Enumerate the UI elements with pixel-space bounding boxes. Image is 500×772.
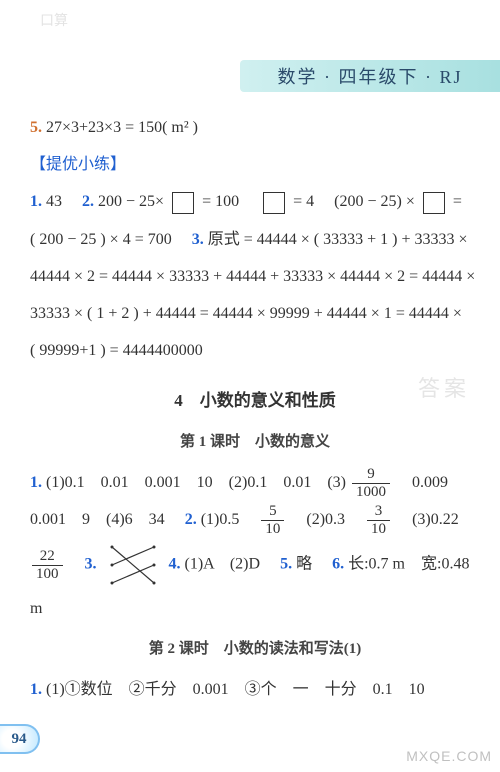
box-icon (172, 192, 194, 214)
tip-row-5: ( 99999+1 ) = 4444400000 (30, 333, 480, 368)
frac-den: 10 (261, 521, 284, 538)
lesson1-row1: 1. (1)0.1 0.01 0.001 10 (2)0.1 0.01 (3) … (30, 465, 480, 500)
frac-num: 5 (261, 503, 284, 521)
ghost-text: 口算 (40, 10, 68, 30)
tip-t2b: = 100 (202, 193, 239, 210)
frac-num: 22 (32, 548, 63, 566)
fraction: 22 100 (32, 548, 63, 582)
q5-text: 27×3+23×3 = 150( m² ) (46, 119, 198, 136)
l1r2-p4: (3)0.22 (412, 511, 459, 528)
frac-den: 1000 (352, 484, 390, 501)
page-number: 94 (0, 724, 40, 754)
tip-row-2: ( 200 − 25 ) × 4 = 700 3. 原式 = 44444 × (… (30, 222, 480, 257)
lesson-1-title: 第 1 课时 小数的意义 (30, 426, 480, 459)
tip-n3: 3. (192, 231, 204, 248)
frac-den: 10 (367, 521, 390, 538)
watermark-url: MXQE.COM (406, 748, 492, 764)
frac-den: 100 (32, 566, 63, 583)
l2-n1: 1. (30, 681, 42, 698)
tip-line2: ( 200 − 25 ) × 4 = 700 (30, 231, 172, 248)
tip-t2c: = 4 (293, 193, 314, 210)
l1r3-n3: 3. (85, 556, 97, 573)
l1r2-p1: 0.001 9 (4)6 34 (30, 511, 165, 528)
section-4-title: 4 小数的意义和性质 (30, 382, 480, 419)
l1r3-p5: 略 (296, 556, 312, 573)
lesson1-row3: 22 100 3. 4. (1)A (2)D 5. 略 6. 长:0.7 m 宽… (30, 539, 480, 626)
lesson2-row1: 1. (1)①数位 ②千分 0.001 ③个 一 十分 0.1 10 (30, 672, 480, 707)
subject-header: 数学 · 四年级下 · RJ (240, 60, 500, 92)
tip-n2: 2. (82, 193, 94, 210)
watermark-cn: 答案 (418, 371, 470, 403)
matching-lines-icon (107, 539, 159, 591)
fraction: 3 10 (367, 503, 390, 537)
q5-number: 5. (30, 119, 42, 136)
l1-v1: 0.009 (412, 474, 448, 491)
lesson1-row2: 0.001 9 (4)6 34 2. (1)0.5 5 10 (2)0.3 3 … (30, 502, 480, 537)
l1-p1: (1)0.1 0.01 0.001 10 (2)0.1 0.01 (3) (46, 474, 346, 491)
box-icon (423, 192, 445, 214)
frac-num: 3 (367, 503, 390, 521)
tip-section-header: 【提优小练】 (30, 147, 480, 182)
question-5: 5. 27×3+23×3 = 150( m² ) (30, 110, 480, 145)
tip-t2e: = (453, 193, 462, 210)
l2-text: (1)①数位 ②千分 0.001 ③个 一 十分 0.1 10 (46, 681, 425, 698)
tip-t2a: 200 − 25× (98, 193, 164, 210)
tip-row-1: 1. 43 2. 200 − 25× = 100 = 4 (200 − 25) … (30, 184, 480, 219)
l1r2-n2: 2. (185, 511, 197, 528)
fraction: 9 1000 (352, 466, 390, 500)
l1r2-p3: (2)0.3 (306, 511, 345, 528)
main-content: 5. 27×3+23×3 = 150( m² ) 【提优小练】 1. 43 2.… (30, 110, 480, 709)
l1r3-p4: (1)A (2)D (185, 556, 261, 573)
l1r3-n4: 4. (169, 556, 181, 573)
tip-row-3: 44444 × 2 = 44444 × 33333 + 44444 + 3333… (30, 259, 480, 294)
tip-n1: 1. (30, 193, 42, 210)
box-icon (263, 192, 285, 214)
frac-num: 9 (352, 466, 390, 484)
lesson-2-title: 第 2 课时 小数的读法和写法(1) (30, 633, 480, 666)
tip-t3a: 原式 = 44444 × ( 33333 + 1 ) + 33333 × (208, 231, 468, 248)
l1r3-n5: 5. (280, 556, 292, 573)
tip-v1: 43 (46, 193, 62, 210)
l1r3-n6: 6. (332, 556, 344, 573)
tip-t2d: (200 − 25) × (334, 193, 415, 210)
l1-n1: 1. (30, 474, 42, 491)
l1r2-p2: (1)0.5 (201, 511, 240, 528)
fraction: 5 10 (261, 503, 284, 537)
tip-row-4: 33333 × ( 1 + 2 ) + 44444 = 44444 × 9999… (30, 296, 480, 331)
